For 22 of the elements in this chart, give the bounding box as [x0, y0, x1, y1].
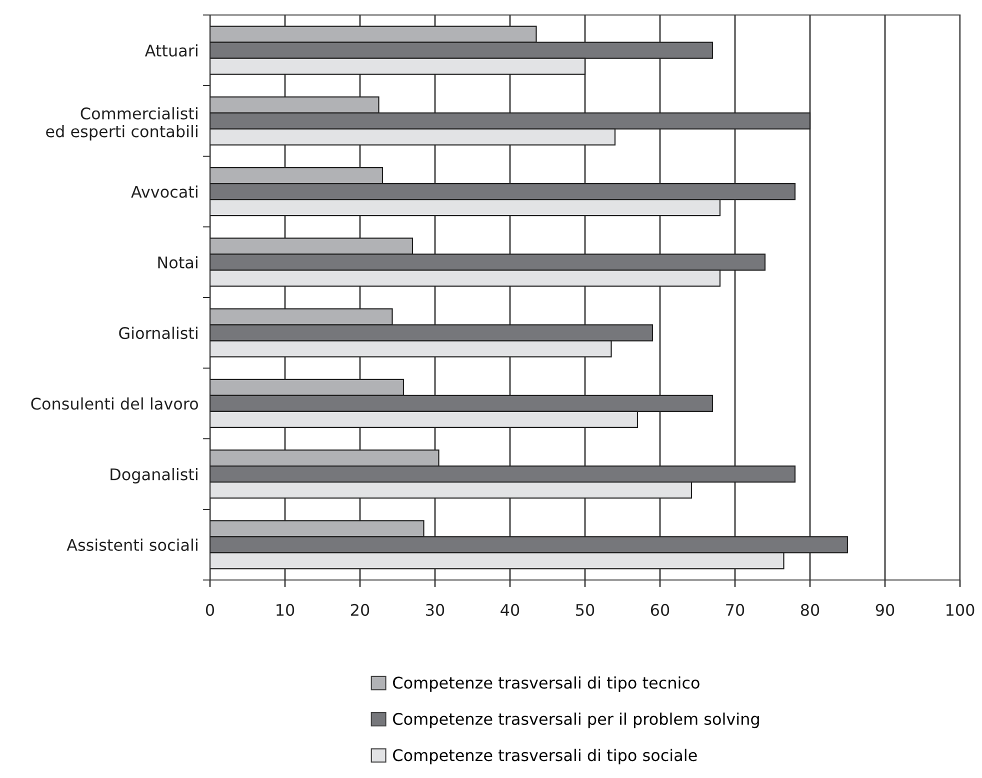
legend-label: Competenze trasversali di tipo sociale: [393, 748, 697, 764]
x-tick-label: 90: [876, 604, 894, 616]
y-tick-label: Notai: [158, 256, 198, 268]
x-tick-label: 80: [800, 604, 820, 616]
x-tick-label: 70: [726, 604, 744, 616]
x-tick-label: 10: [276, 604, 294, 616]
x-tick-label: 100: [946, 604, 974, 616]
y-tick-label: Giornalisti: [119, 326, 198, 340]
x-tick-label: 40: [500, 604, 520, 616]
y-tick-label: Doganalisti: [110, 468, 198, 484]
x-tick-label: 0: [206, 604, 214, 616]
x-tick-label: 50: [576, 604, 594, 616]
legend-label: Competenze trasversali di tipo tecnico: [393, 676, 700, 692]
y-tick-label: Assistenti sociali: [66, 538, 198, 551]
x-tick-label: 20: [351, 604, 370, 616]
y-tick-label: Avvocati: [131, 185, 198, 198]
y-tick-label: Attuari: [144, 44, 198, 57]
x-tick-label: 60: [650, 604, 670, 616]
y-tick-label: Consulenti del lavoro: [31, 397, 198, 410]
x-tick-label: 30: [426, 604, 444, 616]
y-tick-label: Commercialisti ed esperti contabili: [46, 107, 198, 140]
legend-label: Competenze trasversali per il problem solving: [393, 712, 759, 728]
